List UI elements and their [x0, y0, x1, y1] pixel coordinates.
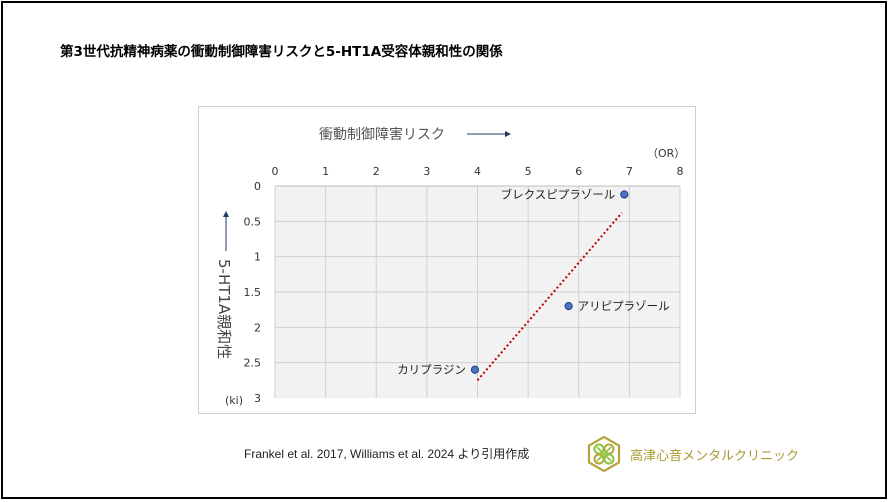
point-label: カリプラジン	[397, 363, 466, 377]
chart-container: 0 1 2 3 4 5 6 7 8 0 0.5 1 1.5 2 2.5 3 衝動制御障害リスク （OR） 5…	[198, 106, 696, 414]
x-tick-label: 1	[322, 165, 329, 178]
y-axis-unit: (ki)	[225, 394, 243, 407]
x-axis-arrow-icon	[467, 131, 511, 137]
x-tick-label: 2	[373, 165, 380, 178]
point-label: ブレクスピプラゾール	[501, 187, 616, 201]
x-tick-label: 0	[272, 165, 279, 178]
y-tick-label: 1	[254, 251, 261, 264]
page-title: 第3世代抗精神病薬の衝動制御障害リスクと5-HT1A受容体親和性の関係	[60, 44, 503, 60]
x-tick-label: 5	[525, 165, 532, 178]
trendline	[476, 212, 623, 381]
x-axis-unit: （OR）	[647, 147, 685, 160]
scatter-chart: 0 1 2 3 4 5 6 7 8 0 0.5 1 1.5 2 2.5 3 衝動制御障害リスク （OR） 5…	[215, 127, 685, 407]
y-tick-label: 2.5	[244, 357, 262, 370]
x-tick-label: 4	[474, 165, 481, 178]
y-tick-label: 0.5	[244, 215, 262, 228]
data-point	[564, 302, 573, 311]
citation-text: Frankel et al. 2017, Williams et al. 202…	[244, 447, 530, 461]
x-tick-label: 7	[626, 165, 633, 178]
y-tick-label: 1.5	[244, 286, 262, 299]
x-tick-label: 3	[423, 165, 430, 178]
point-label: アリピプラゾール	[578, 299, 670, 313]
x-tick-label: 8	[677, 165, 684, 178]
x-axis-label: 衝動制御障害リスク	[319, 127, 445, 143]
y-axis-label: 5-HT1A親和性	[215, 259, 233, 359]
y-tick-label: 2	[254, 321, 261, 334]
clinic-branding: 高津心音メンタルクリニック	[586, 434, 799, 474]
y-tick-label: 0	[254, 180, 261, 193]
data-point	[470, 365, 480, 374]
y-tick-label: 3	[254, 392, 261, 405]
x-tick-label: 6	[575, 165, 582, 178]
data-point	[620, 190, 629, 199]
y-axis-arrow-icon	[223, 211, 229, 251]
clinic-logo-icon	[587, 436, 621, 472]
clinic-name: 高津心音メンタルクリニック	[630, 448, 800, 464]
